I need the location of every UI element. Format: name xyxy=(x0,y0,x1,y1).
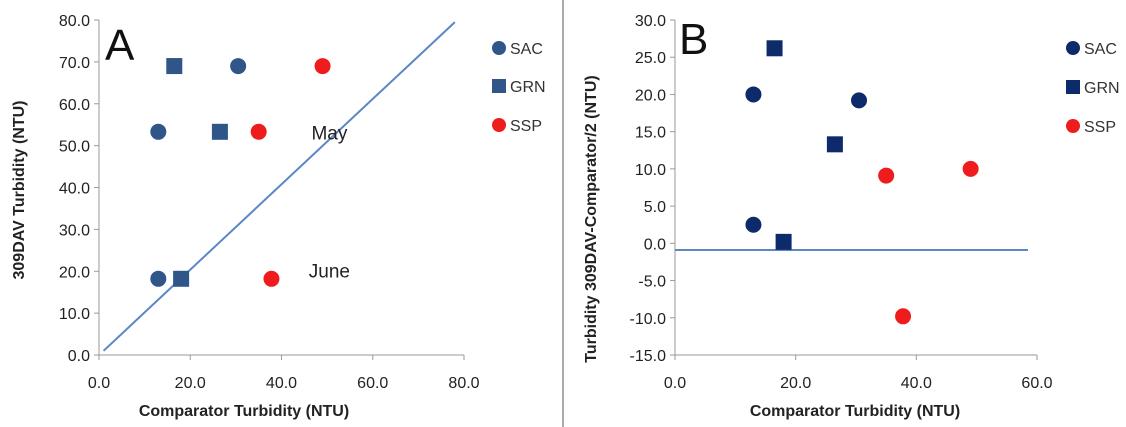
point-ssp-circle xyxy=(263,270,280,287)
point-grn-square xyxy=(775,233,792,250)
y-tick-label: 20.0 xyxy=(59,264,90,281)
y-tick-label: 60.0 xyxy=(59,97,90,114)
point-grn-square xyxy=(173,270,190,287)
panel-label: A xyxy=(105,21,135,70)
y-tick-label: 15.0 xyxy=(635,125,666,142)
y-tick-label: 10.0 xyxy=(635,162,666,179)
y-tick-label: 80.0 xyxy=(59,13,90,30)
y-tick-label: -5.0 xyxy=(638,274,666,291)
legend-marker-circle xyxy=(1066,119,1080,133)
x-tick-label: 20.0 xyxy=(780,375,811,392)
x-tick-label: 0.0 xyxy=(664,375,686,392)
y-tick-label: 0.0 xyxy=(644,236,666,253)
annotation-label: June xyxy=(309,262,350,283)
annotation-label: May xyxy=(311,123,347,144)
legend-marker-circle xyxy=(1066,41,1080,55)
point-sac-circle xyxy=(745,86,762,103)
y-tick-label: 50.0 xyxy=(59,139,90,156)
legend-label: SAC xyxy=(510,41,543,58)
x-tick-label: 40.0 xyxy=(266,375,297,392)
panel-b: -15.0 -10.0 -5.0 0.0 5.0 10.0 15.0 20.0 25.0 30.0… xyxy=(583,13,1120,420)
y-tick-label: 70.0 xyxy=(59,55,90,72)
y-tick-label: 10.0 xyxy=(59,306,90,323)
panel-label: B xyxy=(679,15,708,64)
y-tick-label: 0.0 xyxy=(68,348,90,365)
point-ssp-circle xyxy=(250,123,267,140)
legend-marker-circle xyxy=(492,118,506,132)
point-grn-square xyxy=(166,58,183,75)
point-sac-circle xyxy=(230,58,247,75)
x-tick-label: 60.0 xyxy=(357,375,388,392)
legend-label: SSP xyxy=(1084,119,1116,136)
point-grn-square xyxy=(766,40,783,57)
y-tick-label: 30.0 xyxy=(635,13,666,30)
panel-a: 0.0 10.0 20.0 30.0 40.0 50.0 60.0 70.0 80.0 0.0 20… xyxy=(11,13,546,420)
x-axis-title: Comparator Turbidity (NTU) xyxy=(139,403,349,420)
legend-label: SSP xyxy=(510,118,542,135)
point-grn-square xyxy=(211,123,228,140)
point-grn-square xyxy=(826,136,843,153)
point-ssp-circle xyxy=(878,167,895,184)
point-sac-circle xyxy=(150,270,167,287)
point-sac-circle xyxy=(851,92,868,109)
x-tick-label: 60.0 xyxy=(1021,375,1052,392)
x-axis-title: Comparator Turbidity (NTU) xyxy=(750,403,960,420)
legend-label: SAC xyxy=(1084,41,1117,58)
legend-marker-square xyxy=(492,79,506,93)
x-tick-label: 80.0 xyxy=(448,375,479,392)
point-sac-circle xyxy=(745,216,762,233)
x-tick-label: 40.0 xyxy=(901,375,932,392)
point-sac-circle xyxy=(150,123,167,140)
legend-marker-square xyxy=(1066,80,1080,94)
reference-line xyxy=(102,21,456,352)
point-ssp-circle xyxy=(314,58,331,75)
y-tick-label: 20.0 xyxy=(635,87,666,104)
y-axis-title: 309DAV Turbidity (NTU) xyxy=(11,101,28,280)
legend-label: GRN xyxy=(510,79,546,96)
y-tick-label: 40.0 xyxy=(59,181,90,198)
y-tick-label: 30.0 xyxy=(59,222,90,239)
y-axis-title: Turbidity 309DAV-Comparator/2 (NTU) xyxy=(583,75,600,362)
y-tick-label: 5.0 xyxy=(644,199,666,216)
x-tick-label: 0.0 xyxy=(88,375,110,392)
point-ssp-circle xyxy=(962,160,979,177)
y-tick-label: -10.0 xyxy=(630,311,667,328)
legend-label: GRN xyxy=(1084,80,1120,97)
point-ssp-circle xyxy=(895,308,912,325)
legend-marker-circle xyxy=(492,41,506,55)
y-tick-label: 25.0 xyxy=(635,50,666,67)
y-tick-label: -15.0 xyxy=(630,348,667,365)
x-tick-label: 20.0 xyxy=(175,375,206,392)
